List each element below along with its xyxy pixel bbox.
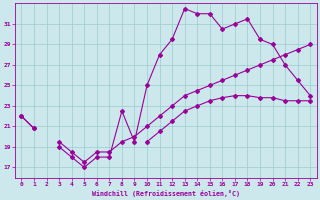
X-axis label: Windchill (Refroidissement éolien,°C): Windchill (Refroidissement éolien,°C) — [92, 190, 240, 197]
